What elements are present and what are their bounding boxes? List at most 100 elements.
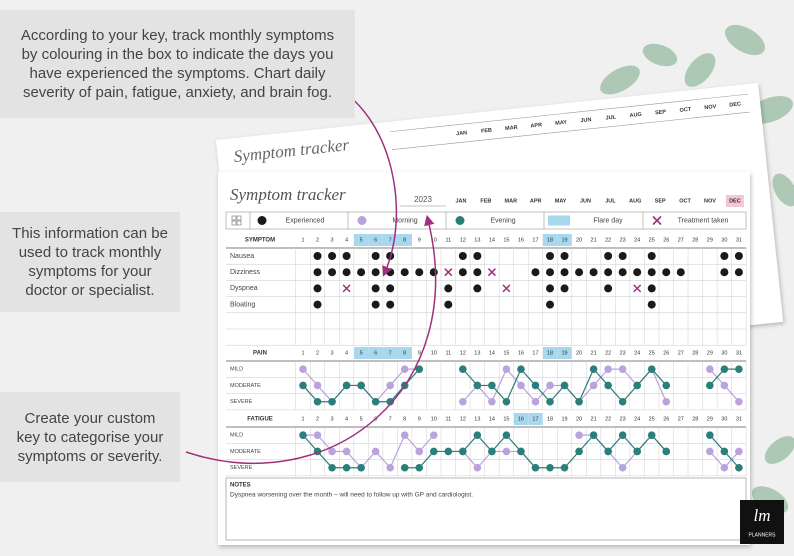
- month-label: DEC: [729, 198, 741, 204]
- severity-dot: [517, 447, 525, 456]
- flare-cell: [353, 347, 369, 359]
- level-label: SEVERE: [230, 465, 253, 471]
- level-label: MODERATE: [230, 449, 261, 455]
- severity-dot: [662, 447, 671, 456]
- legend-swatch: [652, 215, 662, 226]
- severity-dot: [488, 381, 496, 390]
- treatment-cross: [342, 284, 351, 293]
- day-number: 6: [374, 350, 377, 356]
- day-number: 19: [561, 350, 567, 356]
- severity-dot: [604, 381, 612, 390]
- day-number: 10: [431, 237, 437, 243]
- sheet-title: Symptom tracker: [230, 185, 346, 204]
- experienced-dot: [647, 252, 656, 260]
- severity-dot: [531, 397, 540, 406]
- day-number: 25: [649, 350, 655, 356]
- severity-dot: [706, 381, 714, 390]
- day-number: 18: [547, 350, 553, 356]
- day-number: 9: [418, 350, 421, 356]
- severity-dot: [517, 381, 525, 390]
- day-number: 7: [389, 416, 392, 422]
- severity-dot: [473, 463, 482, 472]
- day-number: 14: [489, 237, 495, 243]
- legend-swatch: [455, 216, 465, 225]
- flare-cell: [542, 234, 558, 246]
- day-number: 11: [445, 416, 451, 422]
- day-number: 20: [576, 416, 582, 422]
- day-number: 4: [345, 350, 348, 356]
- severity-dot: [371, 397, 380, 406]
- day-number: 30: [721, 237, 727, 243]
- severity-dot: [342, 381, 351, 390]
- day-number: 31: [736, 350, 742, 356]
- severity-dot: [589, 381, 598, 390]
- level-label: MILD: [230, 433, 243, 439]
- section-heading: SYMPTOM: [245, 238, 275, 244]
- day-number: 31: [736, 237, 742, 243]
- severity-dot: [386, 397, 394, 406]
- experienced-dot: [371, 252, 380, 260]
- day-number: 15: [503, 416, 509, 422]
- legend-swatch: [357, 216, 367, 225]
- notes-heading: NOTES: [230, 483, 251, 489]
- experienced-dot: [618, 268, 627, 277]
- day-number: 1: [301, 416, 304, 422]
- experienced-dot: [371, 284, 380, 293]
- notes-text: Dyspnea worsening over the month – will …: [230, 492, 473, 499]
- severity-dot: [706, 365, 714, 373]
- severity-dot: [459, 365, 467, 373]
- severity-dot: [328, 397, 336, 406]
- severity-dot: [313, 397, 322, 406]
- day-number: 12: [460, 416, 466, 422]
- day-number: 5: [360, 350, 363, 356]
- experienced-dot: [371, 300, 380, 309]
- severity-dot: [517, 365, 525, 373]
- severity-dot: [502, 397, 511, 406]
- month-label: AUG: [629, 198, 641, 204]
- day-number: 13: [474, 350, 480, 356]
- month-label: NOV: [704, 104, 717, 111]
- month-label: OCT: [679, 198, 691, 204]
- day-number: 30: [721, 350, 727, 356]
- day-number: 15: [503, 237, 509, 243]
- severity-dot: [400, 463, 409, 472]
- experienced-dot: [371, 268, 380, 277]
- legend-label: Treatment taken: [678, 217, 729, 224]
- severity-dot: [299, 381, 307, 390]
- experienced-dot: [720, 252, 729, 260]
- treatment-cross: [633, 284, 642, 293]
- severity-dot: [386, 381, 394, 390]
- day-number: 3: [331, 350, 334, 356]
- experienced-dot: [415, 268, 424, 277]
- day-number: 20: [576, 237, 582, 243]
- severity-dot: [459, 397, 467, 406]
- severity-dot: [357, 463, 365, 472]
- experienced-dot: [604, 284, 613, 293]
- day-number: 29: [707, 237, 713, 243]
- month-label: JUN: [580, 117, 592, 124]
- day-number: 19: [561, 416, 567, 422]
- severity-dot: [299, 365, 307, 373]
- severity-dot: [560, 463, 569, 472]
- experienced-dot: [328, 268, 337, 277]
- month-label: FEB: [480, 198, 491, 204]
- day-number: 21: [591, 237, 597, 243]
- experienced-dot: [313, 268, 322, 277]
- month-label: APR: [530, 122, 542, 129]
- experienced-dot: [473, 252, 482, 260]
- month-label: JUL: [605, 114, 617, 121]
- section-heading: PAIN: [253, 351, 267, 357]
- day-number: 22: [605, 350, 611, 356]
- legend-box: [225, 211, 747, 230]
- day-number: 14: [489, 350, 495, 356]
- severity-dot: [604, 365, 612, 373]
- day-number: 14: [489, 416, 495, 422]
- severity-dot: [415, 447, 424, 456]
- severity-dot: [371, 447, 380, 456]
- callout-text: This information can be used to track mo…: [12, 225, 168, 299]
- day-number: 3: [331, 416, 334, 422]
- legend-grid-icon: [231, 215, 242, 226]
- day-number: 26: [663, 237, 669, 243]
- experienced-dot: [444, 300, 453, 309]
- legend-label: Evening: [490, 217, 515, 224]
